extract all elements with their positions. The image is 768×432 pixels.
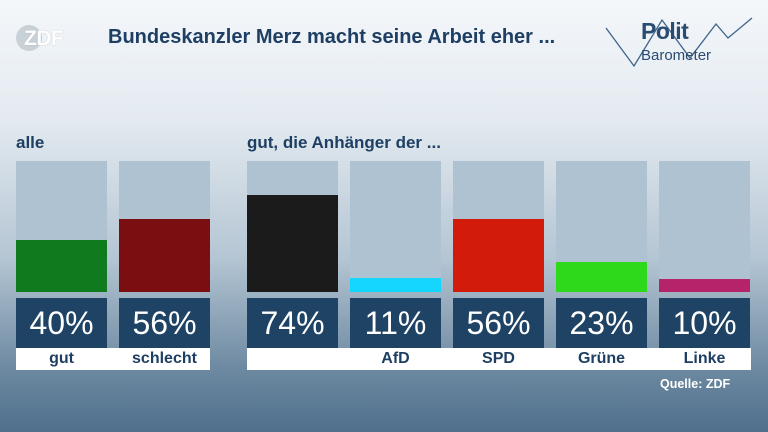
logo-text: ZDF bbox=[24, 27, 64, 50]
zdf-logo: ZDF bbox=[16, 24, 78, 52]
category-strip-all bbox=[16, 348, 210, 370]
source-note: Quelle: ZDF bbox=[660, 377, 731, 391]
bar-track bbox=[556, 161, 647, 292]
brand-line-1: Polit bbox=[641, 18, 689, 44]
bar-track bbox=[247, 161, 338, 292]
category-label: SPD bbox=[482, 350, 515, 367]
value-label: 56% bbox=[453, 298, 544, 348]
category-label: AfD bbox=[381, 350, 410, 367]
group-label-all: alle bbox=[16, 133, 45, 152]
category-label: Grüne bbox=[577, 350, 626, 367]
value-label: 74% bbox=[247, 298, 338, 348]
logo-disc bbox=[16, 25, 42, 51]
value-label: 11% bbox=[350, 298, 441, 348]
politbarometer-zigzag-icon bbox=[605, 17, 753, 68]
category-label: Linke bbox=[683, 350, 726, 367]
category-strip-supporters bbox=[247, 348, 751, 370]
category-label: schlecht bbox=[132, 350, 197, 367]
bar-track bbox=[16, 161, 107, 292]
bar bbox=[453, 218, 544, 292]
category-label: gut bbox=[49, 350, 74, 367]
value-label: 56% bbox=[119, 298, 210, 348]
bar-track bbox=[119, 161, 210, 292]
bar bbox=[247, 195, 338, 292]
bar-track bbox=[453, 161, 544, 292]
bar-track bbox=[659, 161, 750, 292]
value-label: 40% bbox=[16, 298, 107, 348]
bar bbox=[350, 277, 441, 292]
bar bbox=[556, 261, 647, 292]
group-label-supporters: gut, die Anhänger der ... bbox=[247, 133, 441, 152]
bar bbox=[659, 278, 750, 292]
bar bbox=[16, 239, 107, 292]
brand-line-2: Barometer bbox=[641, 47, 712, 64]
politbarometer-logo: Polit Barometer bbox=[604, 14, 754, 74]
value-label: 10% bbox=[659, 298, 750, 348]
bar bbox=[119, 218, 210, 292]
chart-title: Bundeskanzler Merz macht seine Arbeit eh… bbox=[108, 26, 556, 48]
value-label: 23% bbox=[556, 298, 647, 348]
bar-track bbox=[350, 161, 441, 292]
